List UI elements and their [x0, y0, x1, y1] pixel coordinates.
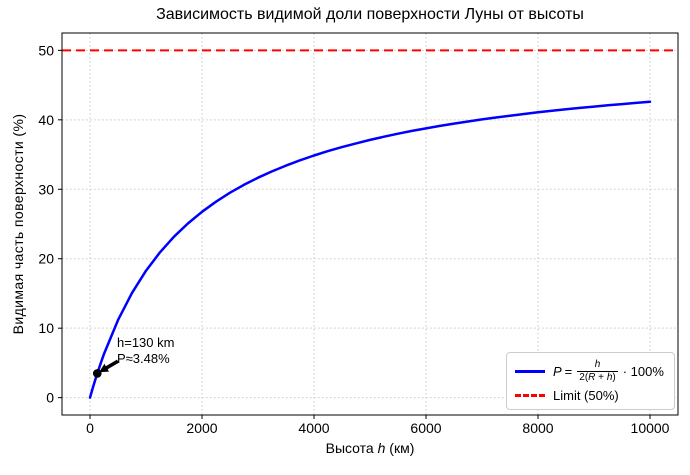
formula-eq: = [564, 363, 573, 379]
den-mid: + [595, 371, 607, 383]
legend-curve-swatch [515, 369, 545, 373]
annotation-line2: P≈3.48% [117, 350, 170, 366]
formula-suffix: · 100% [622, 363, 664, 379]
annotation-arrow [99, 359, 119, 373]
den-post: ) [612, 371, 616, 383]
legend-limit-swatch [515, 394, 545, 397]
x-tick-label: 0 [86, 420, 94, 436]
formula-fraction: h 2(R + h) [577, 359, 618, 384]
x-tick-label: 2000 [186, 420, 217, 436]
x-axis-label: Высота h (км) [62, 440, 678, 456]
x-tick-label: 10000 [631, 420, 670, 436]
y-tick-label: 50 [38, 42, 54, 58]
y-tick-label: 30 [38, 181, 54, 197]
axes-frame [61, 32, 679, 416]
x-tick-label: 6000 [410, 420, 441, 436]
annotation-line1: h=130 km [117, 335, 175, 350]
chart-title: Зависимость видимой доли поверхности Лун… [156, 6, 584, 23]
annotation-label: h=130 km P≈3.48% [117, 335, 174, 367]
legend-entry-limit: Limit (50%) [515, 388, 664, 403]
x-axis-label-suffix: (км) [385, 440, 415, 456]
y-tick-label: 0 [46, 390, 54, 406]
legend-entry-formula: P = h 2(R + h) · 100% [515, 359, 664, 383]
formula-P: P [553, 363, 562, 379]
formula-numerator: h [594, 359, 601, 370]
den-h: h [606, 371, 613, 383]
formula-denominator: 2(R + h) [577, 370, 618, 384]
y-tick-label: 40 [38, 112, 54, 128]
legend-limit-label: Limit (50%) [553, 388, 619, 403]
annotation-point [92, 369, 102, 378]
den-R: R [588, 371, 596, 383]
data-curve [88, 100, 652, 399]
y-tick-label: 10 [38, 320, 54, 336]
legend-formula-label: P = h 2(R + h) · 100% [553, 359, 664, 383]
x-axis-label-var: h [377, 440, 386, 456]
y-axis-label: Видимая часть поверхности (%) [10, 113, 26, 335]
den-pre: 2( [579, 371, 589, 383]
x-tick-label: 4000 [298, 420, 329, 436]
x-axis-label-prefix: Высота [325, 440, 378, 456]
y-tick-label: 20 [38, 251, 54, 267]
legend: P = h 2(R + h) · 100% Limit (50%) [506, 352, 675, 410]
x-tick-label: 8000 [522, 420, 553, 436]
